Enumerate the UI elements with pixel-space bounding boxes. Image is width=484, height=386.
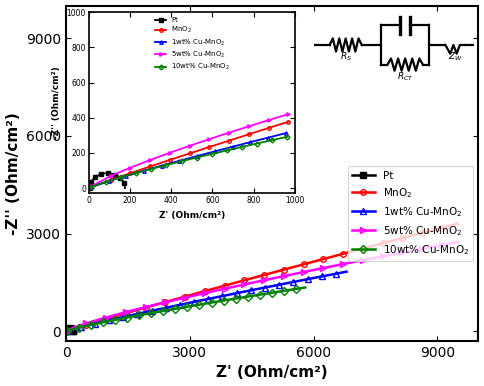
Pt [64, 328, 70, 332]
Pt [69, 327, 75, 331]
Pt [70, 328, 76, 333]
5wt% Cu-MnO$_2$ [297, 271, 302, 275]
Pt [68, 326, 74, 331]
1wt% Cu-MnO$_2$ [244, 289, 250, 293]
MnO$_2$ [154, 302, 160, 306]
Pt [70, 327, 76, 332]
Y-axis label: -Z'' (Ohm/cm²): -Z'' (Ohm/cm²) [5, 112, 20, 235]
Pt [70, 328, 76, 333]
Pt [69, 327, 75, 332]
MnO$_2$ [63, 329, 69, 334]
5wt% Cu-MnO$_2$ [154, 302, 160, 306]
5wt% Cu-MnO$_2$ [424, 245, 429, 250]
Pt [65, 327, 71, 331]
Pt [67, 326, 73, 331]
MnO$_2$ [424, 230, 429, 234]
5wt% Cu-MnO$_2$ [139, 306, 145, 310]
Pt [70, 328, 76, 333]
Pt [63, 329, 69, 334]
Line: 10wt% Cu-MnO$_2$: 10wt% Cu-MnO$_2$ [64, 285, 308, 334]
Pt [68, 327, 74, 331]
10wt% Cu-MnO$_2$ [169, 307, 175, 312]
Pt [70, 328, 76, 332]
10wt% Cu-MnO$_2$ [63, 329, 69, 334]
10wt% Cu-MnO$_2$ [218, 299, 224, 303]
Legend: Pt, MnO$_2$, 1wt% Cu-MnO$_2$, 5wt% Cu-MnO$_2$, 10wt% Cu-MnO$_2$: Pt, MnO$_2$, 1wt% Cu-MnO$_2$, 5wt% Cu-Mn… [348, 166, 473, 261]
Pt [66, 326, 72, 331]
5wt% Cu-MnO$_2$ [455, 240, 461, 244]
10wt% Cu-MnO$_2$ [206, 301, 212, 305]
Pt [63, 328, 69, 333]
Pt [64, 327, 70, 332]
Pt [70, 329, 76, 334]
Line: 1wt% Cu-MnO$_2$: 1wt% Cu-MnO$_2$ [64, 269, 349, 334]
Pt [67, 326, 73, 331]
X-axis label: Z' (Ohm/cm²): Z' (Ohm/cm²) [216, 366, 328, 381]
1wt% Cu-MnO$_2$ [230, 291, 236, 296]
1wt% Cu-MnO$_2$ [312, 276, 318, 280]
Pt [64, 328, 70, 332]
Pt [65, 327, 71, 332]
Pt [70, 327, 76, 332]
Pt [68, 326, 74, 331]
Pt [66, 326, 72, 331]
Line: MnO$_2$: MnO$_2$ [64, 221, 461, 334]
1wt% Cu-MnO$_2$ [188, 300, 194, 305]
1wt% Cu-MnO$_2$ [63, 329, 69, 334]
1wt% Cu-MnO$_2$ [344, 269, 349, 274]
Pt [66, 326, 72, 331]
1wt% Cu-MnO$_2$ [234, 291, 240, 296]
Pt [70, 329, 76, 334]
5wt% Cu-MnO$_2$ [435, 244, 441, 248]
MnO$_2$ [435, 227, 441, 231]
Pt [69, 327, 75, 331]
10wt% Cu-MnO$_2$ [209, 300, 214, 305]
MnO$_2$ [265, 272, 271, 276]
10wt% Cu-MnO$_2$ [302, 285, 308, 290]
10wt% Cu-MnO$_2$ [227, 297, 233, 302]
Pt [65, 327, 71, 331]
Pt [63, 328, 69, 333]
5wt% Cu-MnO$_2$ [63, 328, 69, 333]
Pt [70, 328, 76, 332]
Pt [64, 327, 70, 332]
Pt [64, 327, 70, 332]
5wt% Cu-MnO$_2$ [265, 277, 271, 282]
Line: Pt: Pt [63, 325, 77, 335]
Pt [66, 326, 72, 331]
MnO$_2$ [297, 263, 302, 267]
Pt [63, 329, 69, 334]
Pt [67, 326, 73, 331]
Pt [70, 327, 76, 332]
MnO$_2$ [139, 306, 145, 311]
Pt [68, 326, 74, 331]
MnO$_2$ [455, 221, 461, 226]
Pt [69, 327, 75, 332]
10wt% Cu-MnO$_2$ [275, 290, 281, 294]
Pt [63, 328, 69, 333]
Pt [65, 327, 71, 331]
Pt [64, 327, 70, 332]
Line: 5wt% Cu-MnO$_2$: 5wt% Cu-MnO$_2$ [64, 239, 461, 334]
1wt% Cu-MnO$_2$ [255, 287, 261, 291]
